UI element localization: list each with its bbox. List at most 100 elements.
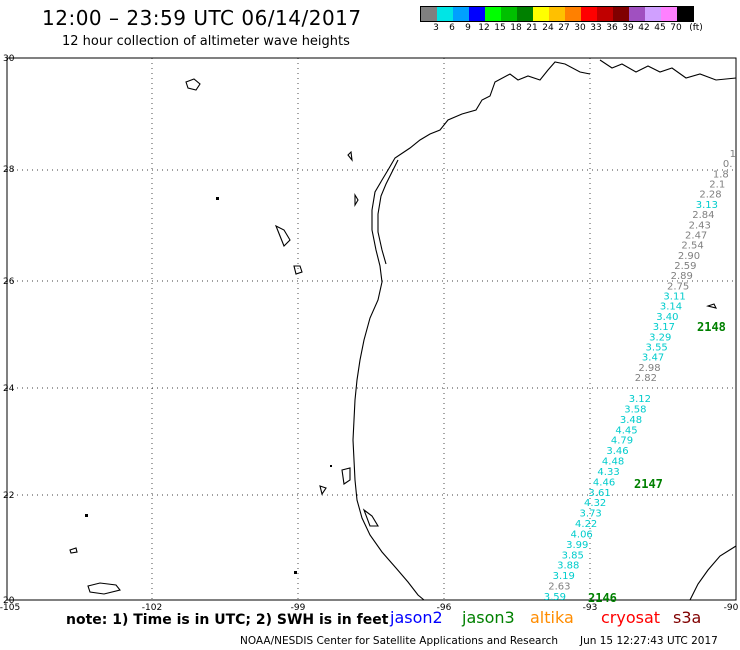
wave-height-value: 2.84 [692,210,714,221]
colorbar-tick-label: 6 [449,23,455,33]
map-subtitle: 12 hour collection of altimeter wave hei… [62,34,350,49]
latitude-label: 24 [3,384,15,394]
wave-height-value: 2.90 [678,251,700,262]
graticule [7,58,736,600]
colorbar-tick-label: 39 [622,23,634,33]
longitude-label: -93 [583,603,598,613]
wave-height-value: 4.32 [584,498,606,509]
wave-height-value: 4.33 [597,467,619,478]
coastline [69,59,737,601]
longitude-label: -96 [437,603,452,613]
wave-height-value: 3.58 [624,404,646,415]
latitude-label: 28 [3,165,15,175]
colorbar-tick-label: 12 [478,23,490,33]
longitude-labels: -105 -102 -99 -96 -93 -90 [0,603,739,613]
wave-height-value: 1.8 [713,169,729,180]
colorbar-tick-label: 33 [590,23,602,33]
colorbar-swatch [517,7,533,21]
wave-height-value: 2.98 [638,363,660,374]
wave-height-value: 2.43 [689,220,711,231]
wave-height-value: 3.11 [663,292,685,303]
wave-height-value: 2.75 [667,281,689,292]
satellite-cryosat-label: cryosat [601,608,661,627]
latitude-label: 26 [3,277,15,287]
wave-height-value: 2.82 [635,373,657,384]
colorbar-swatch [597,7,613,21]
colorbar-tick-label: 42 [638,23,650,33]
small-islands [85,197,332,574]
map-title: 12:00 – 23:59 UTC 06/14/2017 [42,6,362,30]
wave-height-value: 3.99 [566,540,588,551]
colorbar-tick-label: 36 [606,23,618,33]
longitude-label: -105 [0,603,20,613]
longitude-label: -99 [291,603,306,613]
wave-height-value: 4.46 [593,477,615,488]
colorbar-tick-label: 9 [465,23,471,33]
pass-number-label: 2148 [697,320,726,334]
wave-height-value: 3.88 [557,561,579,572]
wave-height-value: 2.59 [674,261,696,272]
colorbar-swatch [613,7,629,21]
wave-height-value: 2.1 [709,180,725,191]
note-text: note: 1) Time is in UTC; 2) SWH is in fe… [66,612,389,628]
wave-height-value: 2.47 [685,231,707,242]
map-frame [6,57,737,601]
colorbar-tick-label: 30 [574,23,586,33]
colorbar-swatch [501,7,517,21]
credit-text: NOAA/NESDIS Center for Satellite Applica… [240,635,558,647]
altimeter-tracks: 10.1.82.12.283.132.842.432.472.542.902.5… [544,149,736,605]
colorbar-swatch [533,7,549,21]
satellite-jason2-label: jason2 [390,608,443,627]
colorbar-tick-label: 15 [494,23,506,33]
wave-height-value: 0. [723,159,733,170]
wave-height-value: 3.17 [653,322,675,333]
colorbar-tick-label: 70 [670,23,682,33]
wave-height-value: 3.55 [646,343,668,354]
wave-height-colorbar [420,6,694,22]
longitude-label: -102 [142,603,162,613]
wave-height-value: 3.14 [660,302,682,313]
colorbar-swatch [549,7,565,21]
satellite-jason3-label: jason3 [462,608,515,627]
latitude-label: 20 [3,596,15,606]
colorbar-swatch [565,7,581,21]
wave-height-value: 2.63 [548,582,570,593]
colorbar-swatch [629,7,645,21]
satellite-altika-label: altika [530,608,574,627]
wave-height-value: 2.28 [699,190,721,201]
colorbar-swatch [677,7,693,21]
wave-height-value: 3.61 [588,488,610,499]
latitude-label: 22 [3,491,14,501]
colorbar-swatch [421,7,437,21]
wave-height-value: 2.54 [681,241,703,252]
wave-height-value: 3.73 [580,509,602,520]
wave-height-value: 2.89 [671,271,693,282]
wave-height-value: 3.47 [642,353,664,364]
colorbar-swatch [661,7,677,21]
wave-height-value: 3.59 [544,592,566,603]
wave-height-value: 4.48 [602,457,624,468]
colorbar-swatch [469,7,485,21]
colorbar-tick-label: 24 [542,23,554,33]
colorbar-swatch [485,7,501,21]
wave-height-value: 3.85 [562,550,584,561]
colorbar-tick-label: 21 [526,23,538,33]
wave-height-value: 3.40 [656,312,678,323]
colorbar-swatch [645,7,661,21]
latitude-label: 30 [3,54,15,64]
wave-height-value: 4.45 [615,425,637,436]
pass-number-label: 2146 [588,591,617,605]
wave-height-value: 4.79 [611,436,633,447]
latitude-labels: 30 28 26 24 22 20 [3,54,15,606]
wave-height-value: 1 [730,149,736,160]
generation-timestamp: Jun 15 12:27:43 UTC 2017 [580,635,718,647]
wave-height-value: 4.22 [575,519,597,530]
colorbar-tick-label: 27 [558,23,570,33]
colorbar-tick-label: 3 [433,23,439,33]
wave-height-value: 4.06 [571,530,593,541]
wave-height-value: 3.46 [606,446,628,457]
colorbar-swatch [437,7,453,21]
wave-height-value: 3.13 [696,200,718,211]
